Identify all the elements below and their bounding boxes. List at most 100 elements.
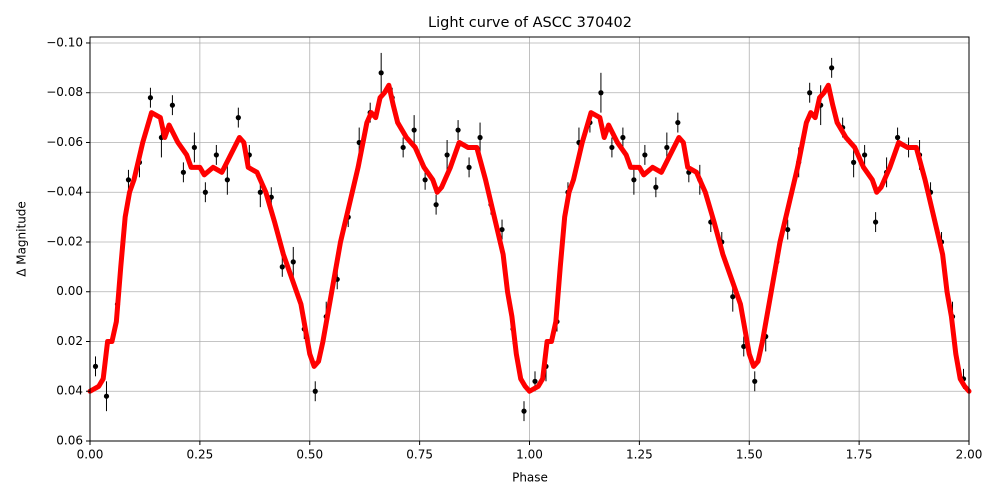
marker — [312, 388, 318, 394]
marker — [290, 259, 296, 265]
marker — [92, 363, 99, 369]
marker — [455, 127, 461, 133]
data-point — [829, 57, 835, 78]
marker — [125, 177, 132, 183]
marker — [675, 119, 681, 126]
data-point — [873, 212, 879, 233]
data-point — [213, 144, 219, 165]
data-point — [147, 87, 154, 108]
x-tick-label: 0.75 — [406, 448, 433, 462]
x-tick-label: 1.75 — [846, 448, 873, 462]
data-point — [279, 256, 285, 277]
marker — [598, 90, 604, 96]
marker — [521, 408, 527, 414]
marker — [477, 134, 483, 141]
x-tick-label: 0.25 — [187, 448, 214, 462]
x-tick-label: 0.50 — [296, 448, 323, 462]
marker — [422, 177, 428, 183]
data-point — [400, 137, 406, 158]
data-point — [741, 336, 747, 357]
x-axis-label: Phase — [512, 471, 548, 485]
data-point — [675, 112, 681, 133]
y-tick-label: 0.02 — [56, 334, 83, 348]
data-point — [609, 137, 615, 158]
marker — [433, 202, 439, 208]
x-tick-label: 1.50 — [736, 448, 763, 462]
marker — [224, 177, 230, 183]
marker — [752, 378, 758, 384]
marker — [730, 294, 736, 300]
marker — [411, 127, 417, 133]
data-point — [785, 219, 791, 240]
smoothed-line — [87, 82, 972, 394]
marker — [378, 70, 384, 76]
data-point — [455, 120, 461, 140]
marker — [631, 177, 637, 183]
data-point — [862, 144, 868, 165]
data-point — [224, 164, 230, 195]
data-point — [411, 115, 417, 145]
marker — [653, 184, 659, 190]
data-point — [290, 246, 296, 277]
data-point — [444, 139, 450, 170]
data-point — [312, 381, 318, 402]
marker — [444, 152, 450, 158]
y-tick-label: 0.06 — [56, 434, 83, 448]
data-point — [180, 162, 186, 183]
marker — [741, 343, 747, 350]
ticks: 0.00 0.25 0.50 0.75 1.00 1.25 1.50 1.75 2.00 0.06… — [46, 35, 982, 461]
marker — [620, 134, 626, 141]
marker — [257, 189, 263, 195]
marker — [807, 90, 813, 96]
marker — [851, 159, 857, 165]
data-point — [235, 107, 241, 128]
marker — [873, 219, 879, 225]
marker — [191, 144, 197, 151]
y-axis-label: Δ Magnitude — [15, 201, 29, 277]
y-tick-label: 0.00 — [56, 284, 83, 298]
data-point — [499, 219, 505, 240]
plot-data — [87, 52, 972, 422]
data-point — [125, 169, 132, 190]
data-point — [466, 157, 472, 178]
y-tick-label: −0.04 — [46, 185, 83, 199]
marker — [180, 169, 186, 175]
marker — [169, 102, 176, 108]
marker — [466, 164, 472, 170]
data-point — [378, 52, 384, 93]
y-tick-label: 0.04 — [56, 384, 83, 398]
x-tick-label: 2.00 — [956, 448, 983, 462]
y-tick-label: −0.02 — [46, 234, 83, 248]
data-point — [92, 356, 99, 377]
data-point — [202, 182, 208, 203]
marker — [147, 95, 154, 101]
marker — [894, 134, 901, 141]
data-point — [620, 127, 626, 148]
marker — [103, 393, 110, 399]
marker — [400, 144, 406, 151]
data-point — [807, 82, 813, 103]
data-point — [521, 401, 527, 422]
marker — [642, 152, 648, 158]
data-point — [851, 147, 857, 178]
data-point — [103, 381, 110, 412]
data-point — [642, 144, 648, 165]
x-tick-label: 0.00 — [77, 448, 104, 462]
marker — [235, 115, 241, 121]
data-point — [433, 194, 439, 215]
data-point — [191, 132, 197, 163]
data-point — [653, 177, 659, 198]
data-point — [598, 72, 604, 113]
marker — [664, 144, 670, 151]
marker — [279, 264, 285, 270]
chart-title: Light curve of ASCC 370402 — [428, 15, 632, 31]
marker — [202, 189, 208, 195]
marker — [532, 378, 538, 384]
marker — [785, 226, 791, 233]
marker — [213, 152, 219, 158]
data-point — [752, 371, 758, 392]
y-tick-label: −0.08 — [46, 85, 83, 99]
y-tick-label: −0.10 — [46, 35, 83, 49]
